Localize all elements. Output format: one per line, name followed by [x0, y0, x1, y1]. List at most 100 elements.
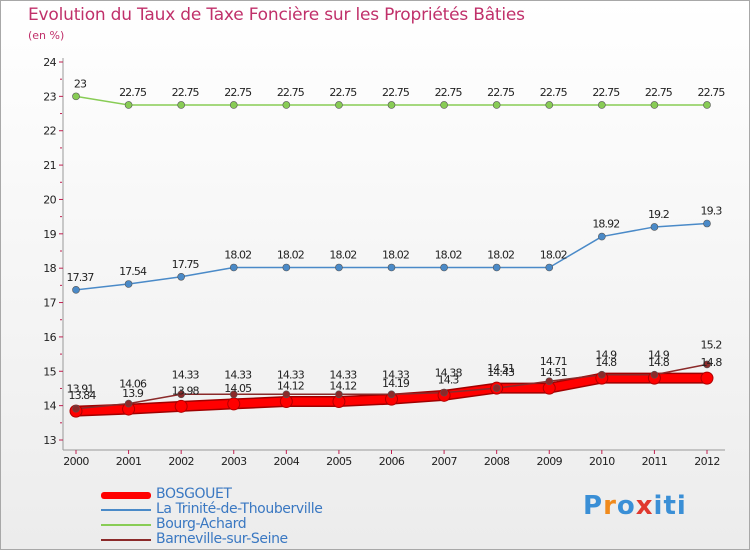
data-label: 22.75 — [435, 86, 463, 99]
x-tick-label: 2000 — [63, 455, 89, 468]
data-label: 18.02 — [277, 248, 304, 261]
data-label: 22.75 — [172, 86, 200, 99]
data-point — [598, 101, 606, 109]
data-label: 18.92 — [592, 218, 619, 231]
data-point — [72, 92, 80, 101]
data-label: 14.33 — [329, 368, 357, 381]
logo-letter: P — [583, 491, 604, 521]
data-label: 14.43 — [487, 366, 515, 379]
data-label: 18.02 — [224, 248, 251, 261]
y-tick-label: 24 — [43, 56, 56, 69]
data-label: 22.75 — [645, 86, 673, 99]
y-tick-label: 19 — [43, 228, 56, 241]
data-point — [650, 101, 659, 109]
data-label: 23 — [74, 77, 87, 90]
logo-letter: o — [616, 491, 636, 521]
logo-letter: x — [635, 491, 654, 521]
data-label: 14.33 — [277, 368, 305, 381]
data-point — [492, 384, 501, 392]
data-point — [387, 101, 396, 109]
y-axis-ticks: 13 14 15 16 17 18 19 20 21 22 23 24 — [43, 56, 63, 447]
data-point — [545, 101, 554, 109]
data-point — [440, 263, 448, 272]
x-tick-label: 2006 — [379, 455, 405, 468]
series-labels: 13.84 13.9 13.98 14.05 14.12 14.12 14.19 14.314… — [67, 77, 727, 402]
data-label: 14.51 — [487, 362, 514, 375]
data-point — [703, 101, 711, 109]
data-label: 18.02 — [540, 248, 567, 261]
data-label: 14.33 — [172, 368, 200, 381]
logo-letter: r — [603, 491, 617, 521]
data-point — [282, 263, 291, 272]
x-tick-label: 2010 — [589, 455, 615, 468]
proxiti-logo: Proxiti — [583, 491, 687, 521]
data-label: 14.06 — [119, 378, 147, 391]
data-point — [72, 404, 80, 413]
data-label: 17.37 — [67, 271, 95, 284]
data-label: 14.9 — [595, 349, 617, 362]
data-label: 14.8 — [701, 356, 723, 369]
data-point — [177, 101, 185, 109]
data-label: 13.9 — [122, 387, 144, 400]
legend-swatch — [101, 539, 151, 541]
data-label: 14.8 — [648, 356, 670, 369]
logo-letter: i — [676, 491, 687, 521]
data-point — [598, 232, 606, 241]
data-point — [174, 399, 188, 413]
unit-label: (en %) — [28, 29, 65, 42]
data-label: 22.75 — [540, 86, 568, 99]
data-point — [387, 390, 396, 399]
data-label: 22.75 — [698, 86, 726, 99]
legend-swatch — [101, 491, 151, 499]
data-point — [227, 397, 241, 411]
axes — [62, 58, 725, 451]
x-tick-label: 2003 — [221, 455, 247, 468]
data-point — [598, 370, 606, 379]
y-tick-label: 22 — [43, 125, 56, 138]
data-label: 14.12 — [329, 380, 356, 393]
data-point — [282, 390, 291, 399]
data-point — [650, 223, 659, 231]
data-label: 22.75 — [487, 86, 515, 99]
data-label: 13.91 — [67, 383, 94, 396]
data-point — [335, 101, 343, 109]
data-label: 22.75 — [592, 86, 620, 99]
data-point — [703, 219, 711, 228]
data-label: 19.2 — [648, 208, 669, 221]
data-point — [229, 101, 238, 109]
x-axis-ticks: 2000 2001 2002 2003 2004 2005 2006 2007 2008 2009… — [63, 450, 720, 468]
data-point — [177, 272, 185, 281]
legend-label: Bourg-Achard — [156, 516, 247, 532]
data-label: 14.71 — [540, 355, 567, 368]
x-tick-label: 2012 — [694, 455, 720, 468]
x-tick-label: 2005 — [326, 455, 352, 468]
x-tick-label: 2008 — [484, 455, 510, 468]
data-point — [700, 371, 714, 385]
data-label: 14.19 — [382, 377, 410, 390]
x-tick-label: 2009 — [536, 455, 562, 468]
y-tick-label: 16 — [43, 331, 56, 344]
data-label: 22.75 — [277, 86, 305, 99]
data-label: 14.51 — [540, 366, 567, 379]
x-tick-label: 2007 — [431, 455, 457, 468]
data-point — [492, 263, 501, 272]
data-label: 22.75 — [119, 86, 147, 99]
data-point — [124, 280, 133, 288]
data-point — [282, 101, 291, 109]
legend-label: Barneville-sur-Seine — [156, 531, 288, 547]
y-tick-label: 21 — [43, 159, 56, 172]
data-point — [545, 377, 554, 386]
data-point — [650, 370, 659, 379]
data-point — [177, 390, 185, 399]
data-label: 14.12 — [277, 380, 304, 393]
data-label: 22.75 — [224, 86, 252, 99]
legend-label: La Trinité-de-Thouberville — [156, 501, 323, 517]
legend-swatch — [101, 524, 151, 526]
y-tick-label: 23 — [43, 90, 56, 103]
data-label: 15.2 — [701, 338, 722, 351]
y-tick-label: 17 — [43, 297, 56, 310]
legend-label: BOSGOUET — [156, 486, 232, 502]
data-point — [703, 360, 711, 369]
data-point — [124, 399, 133, 408]
